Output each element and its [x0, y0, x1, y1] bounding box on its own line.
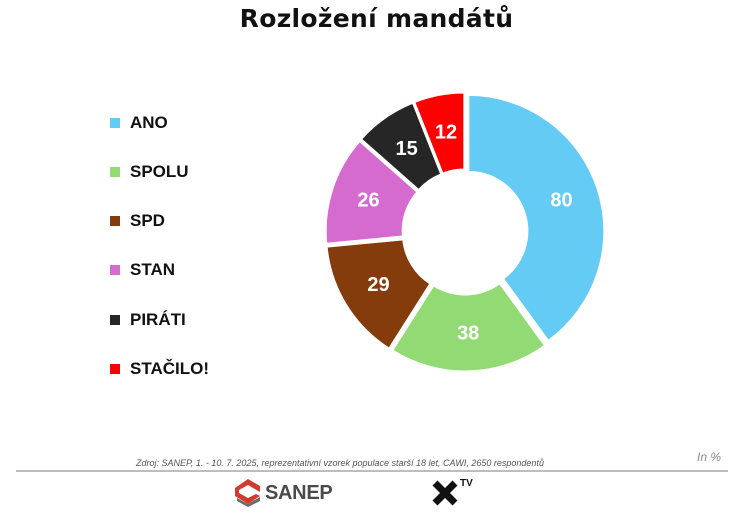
legend-swatch-pirati — [110, 315, 120, 325]
slice-label-stan: 26 — [357, 190, 379, 212]
slice-stacilo — [412, 91, 466, 176]
slice-label-stacilo: 12 — [435, 121, 457, 143]
source-note: Zdroj: SANEP, 1. - 10. 7. 2025, reprezen… — [136, 458, 544, 468]
slice-spolu — [390, 281, 547, 373]
legend-item-stacilo: STAČILO! — [110, 358, 209, 380]
sanep-logo-text: SANEP — [265, 481, 333, 504]
legend-swatch-stacilo — [110, 364, 120, 374]
xtv-logo: TV — [430, 478, 473, 513]
slice-label-spd: 29 — [367, 274, 389, 296]
slice-label-spolu: 38 — [457, 322, 479, 344]
x-mark-icon — [432, 480, 458, 506]
legend-item-stan: STAN — [110, 259, 175, 281]
legend-swatch-ano — [110, 118, 120, 128]
legend-label-stan: STAN — [130, 260, 176, 279]
legend-label-stacilo: STAČILO! — [130, 359, 210, 378]
slice-stan — [324, 139, 419, 245]
legend-swatch-spolu — [110, 167, 120, 177]
legend-label-spolu: SPOLU — [130, 162, 189, 181]
footer-divider — [16, 470, 728, 472]
legend-label-ano: ANO — [130, 113, 168, 132]
legend-swatch-stan — [110, 265, 120, 275]
legend-item-pirati: PIRÁTI — [110, 309, 186, 331]
legend-item-spd: SPD — [110, 210, 165, 232]
xtv-logo-text: TV — [460, 478, 473, 489]
legend-swatch-spd — [110, 216, 120, 226]
legend-item-spolu: SPOLU — [110, 161, 189, 183]
legend-label-spd: SPD — [130, 211, 165, 230]
legend-item-ano: ANO — [110, 112, 168, 134]
sanep-logo: SANEP — [234, 478, 333, 508]
slice-spd — [325, 238, 432, 351]
unit-label: In % — [696, 450, 721, 464]
slice-label-ano: 80 — [550, 190, 572, 212]
slice-pirati — [359, 101, 443, 192]
chart-title: Rozložení mandátů — [239, 4, 514, 33]
slice-ano — [467, 93, 606, 343]
legend-label-pirati: PIRÁTI — [130, 310, 186, 329]
sanep-logo-icon — [235, 479, 260, 507]
slice-label-pirati: 15 — [396, 138, 418, 160]
